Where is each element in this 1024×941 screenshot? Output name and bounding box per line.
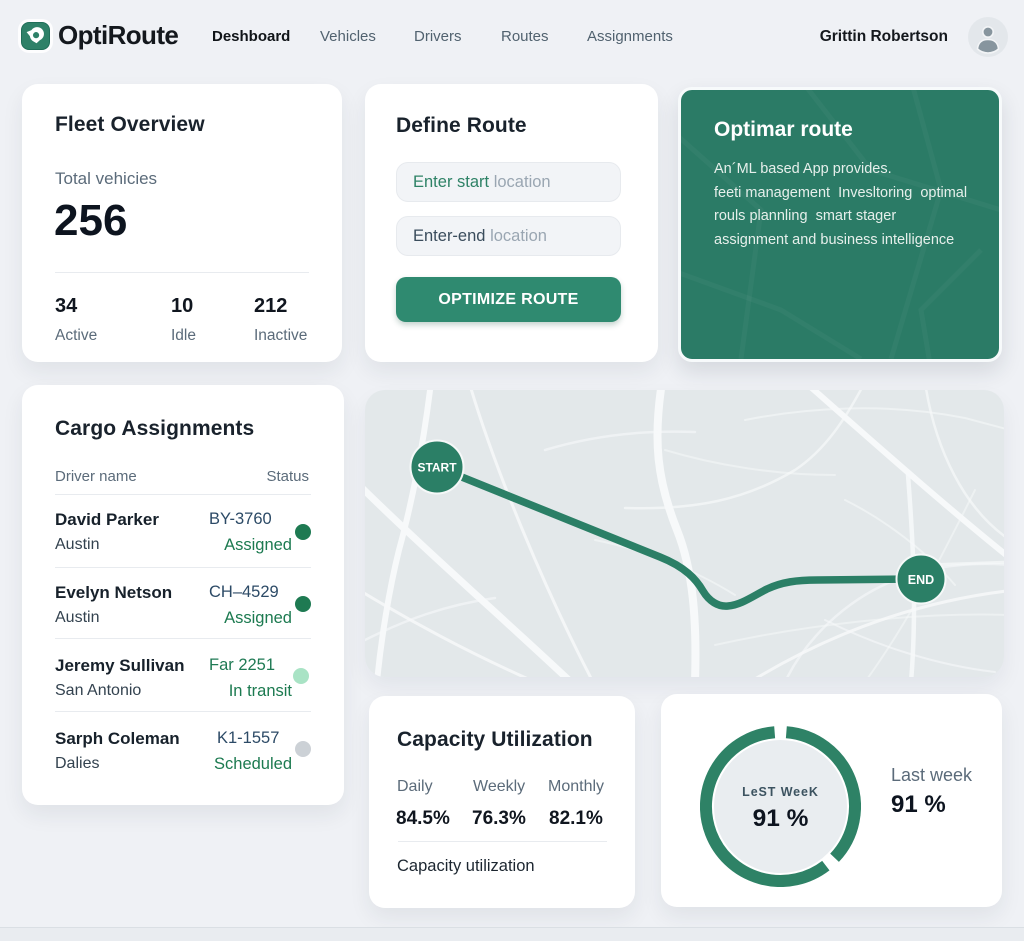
svg-text:START: START	[417, 461, 457, 475]
svg-text:END: END	[908, 573, 934, 587]
svg-text:91 %: 91 %	[752, 805, 808, 832]
svg-text:LeST WeeK: LeST WeeK	[742, 785, 819, 799]
